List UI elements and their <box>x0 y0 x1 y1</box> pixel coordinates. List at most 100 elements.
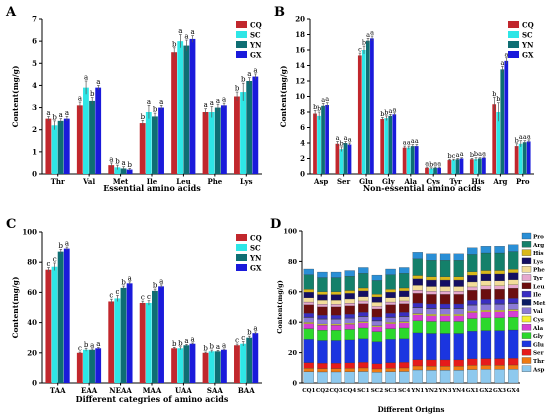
bar-sc <box>114 298 121 383</box>
significance-letter: a <box>253 66 257 74</box>
stack-segment-his <box>317 291 328 295</box>
stack-segment-arg <box>467 254 478 272</box>
legend-swatch-cys <box>521 315 532 323</box>
stack-segment-leu <box>467 290 478 301</box>
stack-segment-ser <box>317 363 328 369</box>
stack-segment-lys <box>330 294 342 301</box>
bar-cq <box>514 146 519 174</box>
significance-letter: a <box>178 27 182 35</box>
legend-label: Gly <box>533 334 544 340</box>
stack-segment-ser <box>467 358 478 366</box>
stack-segment-leu <box>399 303 410 313</box>
bar-gx <box>63 118 70 174</box>
stack-segment-leu <box>317 306 328 316</box>
significance-letter: a <box>437 160 441 168</box>
x-tick-label: Pro <box>516 177 530 186</box>
legend-swatch-pro <box>521 232 532 240</box>
significance-letter: b <box>241 76 246 84</box>
stack-segment-ala <box>494 311 505 318</box>
y-tick-label: 40 <box>27 318 37 327</box>
legend-swatch-yn <box>236 254 247 261</box>
stack-segment-lys <box>399 290 410 297</box>
significance-letter: a <box>366 31 370 39</box>
stack-segment-lys <box>303 292 314 298</box>
bar-gx <box>414 146 419 174</box>
stack-segment-arg <box>344 275 355 291</box>
bar-sc <box>429 168 433 174</box>
y-tick-label: 14 <box>295 61 305 70</box>
legend-label: Ala <box>532 326 543 332</box>
stack-segment-arg <box>453 260 464 277</box>
bar-cq <box>335 143 340 174</box>
significance-letter: b <box>474 150 478 158</box>
stack-segment-lys <box>480 273 492 281</box>
stack-segment-leu <box>344 305 355 315</box>
stack-segment-ile <box>317 314 328 319</box>
stack-segment-his <box>330 291 342 295</box>
stack-segment-val <box>317 319 328 325</box>
significance-letter: a <box>370 29 374 37</box>
stack-segment-gly <box>303 328 314 340</box>
stack-segment-phe <box>508 279 519 285</box>
significance-letter: b <box>153 282 158 290</box>
stack-segment-glu <box>330 340 342 364</box>
stack-segment-pro <box>317 271 328 278</box>
bar-sc <box>518 143 523 174</box>
stack-segment-arg <box>494 252 505 271</box>
stack-segment-phe <box>439 286 451 292</box>
significance-letter: a <box>456 151 460 159</box>
x-tick-label: Tyr <box>449 177 462 186</box>
panel-letter: A <box>5 5 17 20</box>
stack-segment-gly <box>344 329 355 341</box>
stack-segment-tyr <box>480 285 492 290</box>
significance-letter: a <box>78 95 82 103</box>
stack-segment-ala <box>385 323 396 329</box>
stack-segment-thr <box>358 367 369 372</box>
significance-letter: b <box>247 329 252 337</box>
legend-label: Val <box>532 309 543 315</box>
stack-segment-cys <box>426 314 437 316</box>
x-tick-label: Val <box>82 177 95 186</box>
bar-sc <box>51 125 58 174</box>
legend-label: SC <box>250 244 261 253</box>
stack-segment-val <box>480 304 492 311</box>
stack-segment-ala <box>426 315 437 322</box>
bar-gx <box>220 349 227 383</box>
stack-segment-ser <box>494 358 505 366</box>
bar-cq <box>108 165 115 174</box>
stack-segment-pro <box>467 247 478 255</box>
bar-cq <box>171 348 177 383</box>
significance-letter: a <box>184 33 188 41</box>
panel-letter: B <box>274 5 285 20</box>
significance-letter: a <box>411 137 415 145</box>
stack-segment-pro <box>385 268 396 275</box>
significance-letter: c <box>147 293 151 301</box>
y-tick-label: 0 <box>32 170 37 179</box>
legend-label: Thr <box>533 359 544 365</box>
stack-segment-glu <box>439 333 451 361</box>
significance-letter: a <box>519 133 523 141</box>
stack-segment-thr <box>439 366 451 371</box>
x-tick-label: Ala <box>403 177 417 186</box>
stack-segment-arg <box>426 260 437 277</box>
legend-label: GX <box>250 51 262 60</box>
stack-segment-cys <box>330 323 342 326</box>
stack-segment-phe <box>330 299 342 305</box>
x-tick-label: SC3 <box>384 388 396 394</box>
significance-letter: a <box>247 70 251 78</box>
stack-segment-ala <box>412 314 423 321</box>
y-tick-label: 1 <box>32 147 37 156</box>
legend-swatch-glu <box>521 340 532 348</box>
stack-segment-gly <box>426 321 437 334</box>
x-tick-label: Thr <box>51 177 65 186</box>
stack-segment-glu <box>371 341 383 364</box>
stack-segment-ile <box>344 314 355 319</box>
stack-segment-ala <box>330 325 342 331</box>
y-tick-label: 80 <box>288 258 298 266</box>
significance-letter: a <box>65 109 69 117</box>
bar-gx <box>252 76 259 174</box>
bar-sc <box>451 160 456 174</box>
bar-sc <box>361 50 366 174</box>
significance-letter: b <box>178 339 183 347</box>
